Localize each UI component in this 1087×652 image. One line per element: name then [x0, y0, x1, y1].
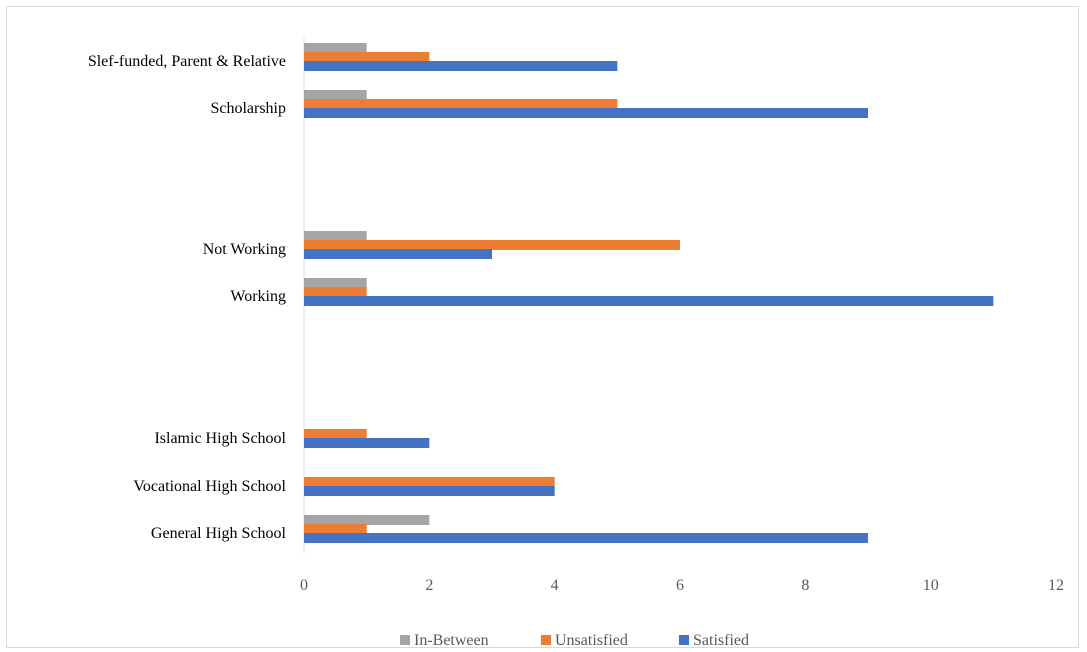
bar-unsatisfied-vocational-high-school: [304, 477, 555, 487]
x-tick-label-8: 8: [801, 577, 809, 594]
category-label-slef-funded-parent-relative: Slef-funded, Parent & Relative: [88, 53, 286, 70]
x-tick-label-0: 0: [300, 577, 308, 594]
bar-unsatisfied-slef-funded-parent-relative: [304, 52, 430, 62]
bar-unsatisfied-not-working: [304, 240, 681, 250]
bar-in-between-slef-funded-parent-relative: [304, 43, 367, 53]
bar-satisfied-general-high-school: [304, 533, 869, 543]
bar-unsatisfied-general-high-school: [304, 524, 367, 534]
category-label-vocational-high-school: Vocational High School: [133, 478, 286, 495]
bar-satisfied-working: [304, 296, 994, 306]
category-label-scholarship: Scholarship: [210, 100, 286, 117]
legend-swatch-in-between: [400, 635, 410, 645]
bar-satisfied-scholarship: [304, 108, 869, 118]
legend-label-satisfied: Satisfied: [693, 632, 749, 649]
bar-unsatisfied-islamic-high-school: [304, 429, 367, 439]
category-label-general-high-school: General High School: [151, 525, 287, 542]
category-label-not-working: Not Working: [203, 241, 286, 258]
x-tick-label-2: 2: [425, 577, 433, 594]
category-label-working: Working: [230, 288, 286, 305]
bar-unsatisfied-working: [304, 287, 367, 297]
category-label-islamic-high-school: Islamic High School: [154, 430, 286, 447]
bar-satisfied-islamic-high-school: [304, 438, 430, 448]
bar-in-between-scholarship: [304, 90, 367, 100]
x-tick-label-4: 4: [551, 577, 559, 594]
bar-unsatisfied-scholarship: [304, 99, 618, 109]
x-tick-label-6: 6: [676, 577, 684, 594]
bar-satisfied-vocational-high-school: [304, 486, 555, 496]
x-tick-label-10: 10: [923, 577, 939, 594]
bar-in-between-not-working: [304, 231, 367, 241]
bar-in-between-general-high-school: [304, 515, 430, 525]
legend-label-unsatisfied: Unsatisfied: [555, 632, 628, 649]
bar-satisfied-not-working: [304, 249, 493, 259]
legend-swatch-satisfied: [679, 635, 689, 645]
bar-satisfied-slef-funded-parent-relative: [304, 61, 618, 71]
legend-swatch-unsatisfied: [541, 635, 551, 645]
bar-in-between-working: [304, 278, 367, 288]
legend-label-in-between: In-Between: [414, 632, 489, 649]
x-tick-label-12: 12: [1048, 577, 1064, 594]
